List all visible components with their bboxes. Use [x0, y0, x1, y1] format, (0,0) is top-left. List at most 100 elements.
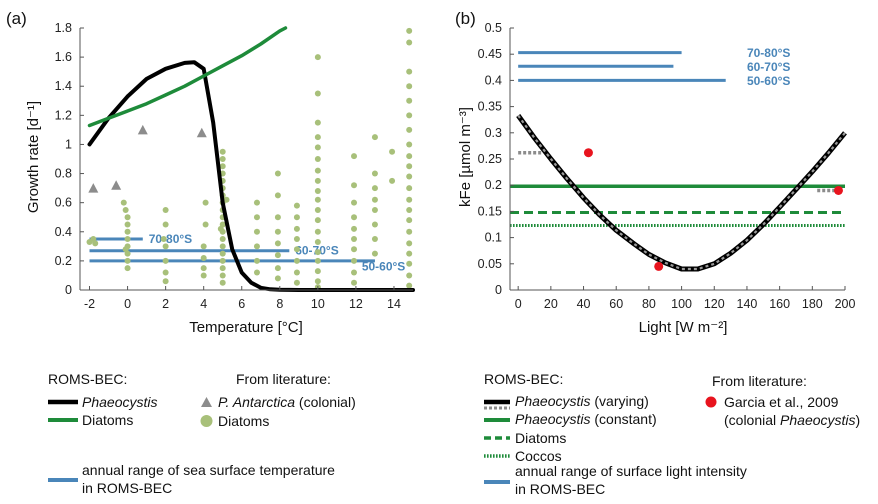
- panel-a-literature-diatom-point: [406, 68, 413, 75]
- panel-a-literature-diatom-point: [406, 27, 413, 34]
- panel-a-literature-diatom-point: [351, 279, 358, 286]
- panel-a-literature-diatom-point: [314, 228, 321, 235]
- panel-a-literature-diatom-point: [371, 196, 378, 203]
- legend-b-diatoms-label: Diatoms: [515, 430, 566, 446]
- panel-b-garcia-point: [833, 185, 843, 195]
- panel-a-literature-diatom-point: [406, 39, 413, 46]
- panel-a-y-tick-label: 1.2: [55, 108, 72, 122]
- panel-a-literature-diatom-point: [219, 250, 226, 257]
- panel-a-literature-diatom-point: [202, 199, 209, 206]
- panel-a-literature-diatom-point: [274, 228, 281, 235]
- legend-b-garcia-line1: Garcia et al., 2009: [724, 394, 839, 410]
- panel-b-x-tick-label: 160: [769, 297, 790, 311]
- legend-a-pant-name: P. Antarctica: [218, 394, 295, 410]
- panel-a-literature-diatom-point: [406, 83, 413, 90]
- panel-a-literature-diatom-point: [253, 269, 260, 276]
- panel-a-literature-diatom-point: [274, 252, 281, 259]
- panel-a-range-label: 50-60°S: [362, 260, 406, 274]
- panel-a-literature-diatom-point: [162, 243, 169, 250]
- legend-a-lit-diatoms-label: Diatoms: [218, 413, 269, 429]
- panel-a-literature-diatom-point: [274, 214, 281, 221]
- panel-a-label: (a): [6, 9, 27, 28]
- legend-a-diatoms-label: Diatoms: [82, 412, 133, 428]
- panel-a-literature-diatom-point: [314, 206, 321, 213]
- panel-a-x-tick-label: 12: [349, 297, 363, 311]
- panel-b-x-tick-label: 0: [515, 297, 522, 311]
- panel-a-literature-diatom-point: [293, 257, 300, 264]
- panel-b-y-tick-label: 0.3: [485, 126, 502, 140]
- panel-a-literature-diatom-point: [406, 240, 413, 247]
- panel-a-literature-diatom-point: [351, 182, 358, 189]
- panel-b-x-tick-label: 100: [671, 297, 692, 311]
- panel-a-literature-diatom-point: [162, 221, 169, 228]
- panel-a-literature-diatom-point: [219, 163, 226, 170]
- panel-b-y-tick-label: 0.5: [485, 21, 502, 35]
- panel-a-literature-diatom-point: [219, 257, 226, 264]
- panel-a-literature-diatom-point: [219, 243, 226, 250]
- panel-a-literature-diatom-point: [200, 265, 207, 272]
- panel-a-literature-diatom-point: [253, 243, 260, 250]
- panel-b-x-tick-label: 120: [704, 297, 725, 311]
- panel-a-literature-diatom-point: [314, 268, 321, 275]
- panel-a-x-tick-label: 4: [200, 297, 207, 311]
- panel-a-literature-diatom-point: [162, 278, 169, 285]
- panel-b-y-tick-label: 0.05: [478, 257, 502, 271]
- legend-a-circle-icon: [200, 415, 213, 427]
- panel-a-literature-diatom-point: [293, 214, 300, 221]
- panel-a-literature-diatom-point: [124, 265, 131, 272]
- panel-a-literature-diatom-point: [314, 167, 321, 174]
- panel-a-literature-diatom-point: [219, 279, 226, 286]
- panel-a-literature-diatom-point: [351, 257, 358, 264]
- panel-a-literature-diatom-point: [406, 206, 413, 213]
- legend-b-garcia-marker-icon: [705, 396, 717, 408]
- legend-b-phaeo-constant-name: Phaeocystis: [515, 411, 590, 427]
- panel-b-y-tick-label: 0.35: [478, 100, 502, 114]
- panel-a-literature-diatom-point: [253, 199, 260, 206]
- legend-b-garcia-line2-b: Phaeocystis: [780, 412, 855, 428]
- panel-b-y-tick-label: 0.2: [485, 178, 502, 192]
- panel-a-y-axis-label: Growth rate [d⁻¹]: [25, 101, 42, 213]
- panel-a-literature-diatom-point: [122, 206, 129, 213]
- panel-a-literature-diatom-point: [406, 126, 413, 133]
- panel-a-literature-diatom-point: [351, 236, 358, 243]
- panel-b-x-tick-label: 200: [835, 297, 856, 311]
- panel-b-x-axis-label: Light [W m⁻²]: [639, 319, 728, 336]
- panel-a-literature-diatom-point: [160, 236, 167, 243]
- panel-a-literature-diatom-point: [293, 246, 300, 253]
- legend-a-triangle-icon: [201, 397, 212, 407]
- panel-a-literature-diatom-point: [406, 97, 413, 104]
- panel-a-literature-triangle-point: [111, 180, 122, 190]
- panel-a-literature-diatom-point: [219, 148, 226, 155]
- panel-a-literature-diatom-point: [219, 156, 226, 162]
- panel-a-literature-diatom-point: [314, 134, 321, 141]
- panel-a-literature-diatom-point: [371, 134, 378, 141]
- panel-a-literature-diatom-point: [314, 54, 321, 61]
- legend-b-coccos-label: Coccos: [515, 448, 562, 464]
- panel-a-literature-triangle-point: [88, 183, 99, 193]
- panel-a-literature-diatom-point: [314, 90, 321, 97]
- panel-a-series-line: [87, 60, 415, 292]
- panel-a-y-tick-label: 0.8: [55, 167, 72, 181]
- panel-a-y-tick-label: 0.2: [55, 254, 72, 268]
- panel-a-literature-diatom-point: [406, 163, 413, 170]
- legend-b-garcia-line2-c: ): [856, 412, 861, 428]
- panel-a-x-tick-label: 10: [311, 297, 325, 311]
- panel-b-x-tick-label: 180: [802, 297, 823, 311]
- panel-a-chart: (a) 70-80°S60-70°S50-60°S 00.20.40.60.81…: [6, 9, 415, 336]
- panel-b-phaeo-varying-line: [516, 114, 847, 272]
- legend-a-pant-label: P. Antarctica (colonial): [218, 394, 356, 410]
- panel-a-literature-diatom-point: [293, 202, 300, 209]
- panel-a-literature-diatom-point: [274, 170, 281, 177]
- panel-a-literature-diatom-point: [293, 279, 300, 286]
- panel-a-literature-diatom-point: [253, 214, 260, 221]
- panel-a-literature-diatom-point: [406, 217, 413, 224]
- legend-b-garcia-line2: (colonial Phaeocystis): [724, 412, 860, 428]
- panel-a-literature-diatom-point: [122, 246, 129, 253]
- legend-b-phaeo-constant-suffix: (constant): [590, 411, 656, 427]
- panel-a-y-tick-label: 1: [65, 137, 72, 151]
- panel-a-literature-diatom-point: [274, 240, 281, 247]
- legend-a: ROMS-BEC: Phaeocystis Diatoms From liter…: [48, 371, 356, 496]
- panel-a-literature-diatom-point: [314, 238, 321, 245]
- panel-a-literature-diatom-point: [406, 250, 413, 257]
